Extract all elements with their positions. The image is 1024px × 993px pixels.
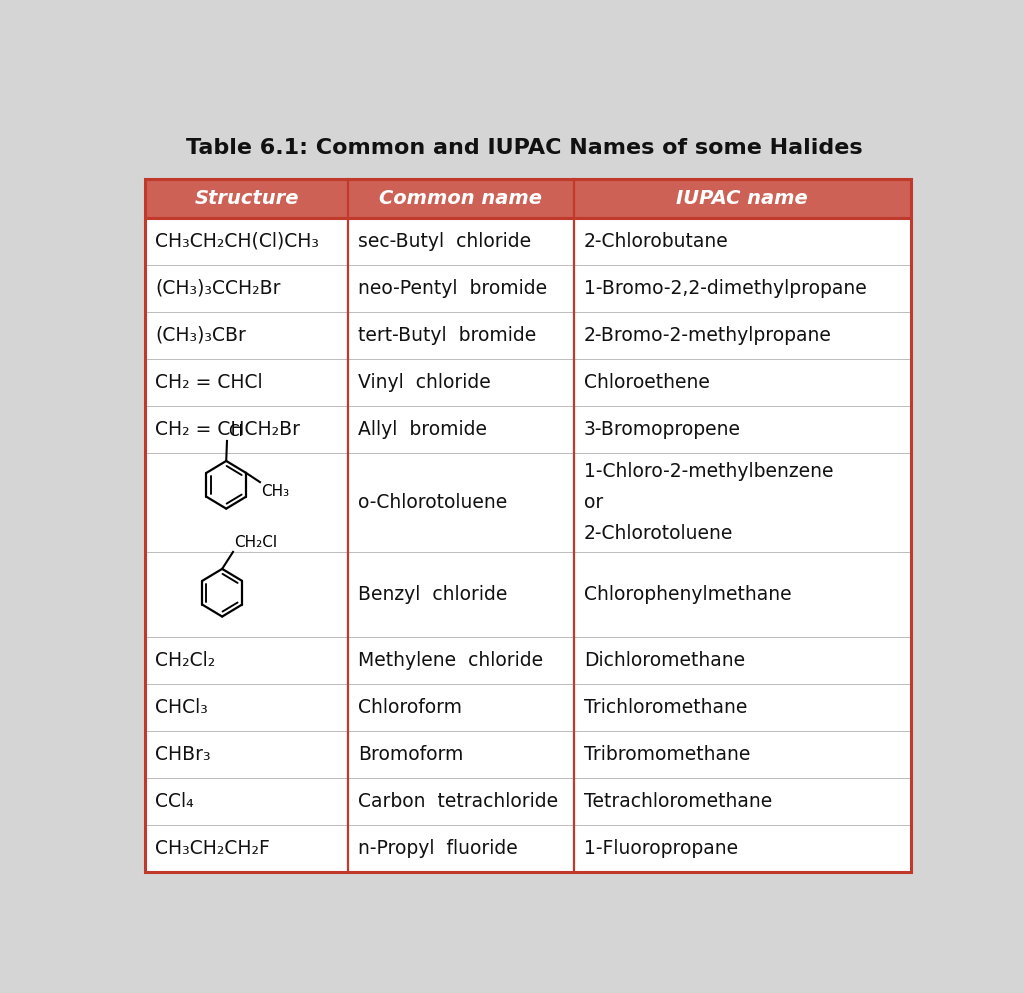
Text: Trichloromethane: Trichloromethane [584,698,748,717]
Text: 2-Chlorobutane: 2-Chlorobutane [584,231,729,251]
Text: neo-Pentyl  bromide: neo-Pentyl bromide [358,279,547,298]
Text: CH₂Cl₂: CH₂Cl₂ [155,650,215,670]
Text: CHBr₃: CHBr₃ [155,745,211,764]
Bar [145,312,910,359]
Text: CH₂ = CHCl: CH₂ = CHCl [155,373,263,392]
Text: CH₃CH₂CH(Cl)CH₃: CH₃CH₂CH(Cl)CH₃ [155,231,319,251]
Text: Vinyl  chloride: Vinyl chloride [358,373,490,392]
Text: Tribromomethane: Tribromomethane [584,745,751,764]
Text: 1-Fluoropropane: 1-Fluoropropane [584,839,738,858]
Bar [145,406,910,453]
Text: (CH₃)₃CBr: (CH₃)₃CBr [155,326,246,345]
Bar [145,552,910,637]
Bar [145,453,910,552]
Text: Carbon  tetrachloride: Carbon tetrachloride [358,792,558,811]
Bar [145,684,910,731]
Text: Cl: Cl [227,424,243,439]
Text: CH₃CH₂CH₂F: CH₃CH₂CH₂F [155,839,270,858]
Text: Chloroform: Chloroform [358,698,462,717]
Text: 3-Bromopropene: 3-Bromopropene [584,420,741,439]
Text: Tetrachloromethane: Tetrachloromethane [584,792,772,811]
Text: tert-Butyl  bromide: tert-Butyl bromide [358,326,537,345]
Text: CHCl₃: CHCl₃ [155,698,208,717]
Text: CH₃: CH₃ [261,484,290,498]
Text: Benzyl  chloride: Benzyl chloride [358,585,508,604]
Bar [145,825,910,872]
Text: (CH₃)₃CCH₂Br: (CH₃)₃CCH₂Br [155,279,281,298]
Text: Allyl  bromide: Allyl bromide [358,420,487,439]
Text: 2-Bromo-2-methylpropane: 2-Bromo-2-methylpropane [584,326,831,345]
Text: Chlorophenylmethane: Chlorophenylmethane [584,585,792,604]
Text: o-Chlorotoluene: o-Chlorotoluene [358,494,507,512]
Text: Table 6.1: Common and IUPAC Names of some Halides: Table 6.1: Common and IUPAC Names of som… [186,138,863,159]
Bar [145,779,910,825]
Bar [145,359,910,406]
Text: 1-Chloro-2-methylbenzene
or
2-Chlorotoluene: 1-Chloro-2-methylbenzene or 2-Chlorotolu… [584,462,834,543]
Text: CH₂ = CHCH₂Br: CH₂ = CHCH₂Br [155,420,300,439]
Bar [145,637,910,684]
Bar [145,265,910,312]
Text: IUPAC name: IUPAC name [677,189,808,208]
Text: Dichloromethane: Dichloromethane [584,650,745,670]
Text: Chloroethene: Chloroethene [584,373,710,392]
Text: CCl₄: CCl₄ [155,792,194,811]
Text: Bromoform: Bromoform [358,745,464,764]
Text: CH₂Cl: CH₂Cl [234,535,278,550]
Text: 1-Bromo-2,2-dimethylpropane: 1-Bromo-2,2-dimethylpropane [584,279,866,298]
Bar [145,731,910,779]
Text: Common name: Common name [380,189,543,208]
Text: Methylene  chloride: Methylene chloride [358,650,543,670]
Text: n-Propyl  fluoride: n-Propyl fluoride [358,839,518,858]
Bar [145,179,910,217]
Text: Structure: Structure [195,189,299,208]
Text: sec-Butyl  chloride: sec-Butyl chloride [358,231,531,251]
Bar [145,217,910,265]
